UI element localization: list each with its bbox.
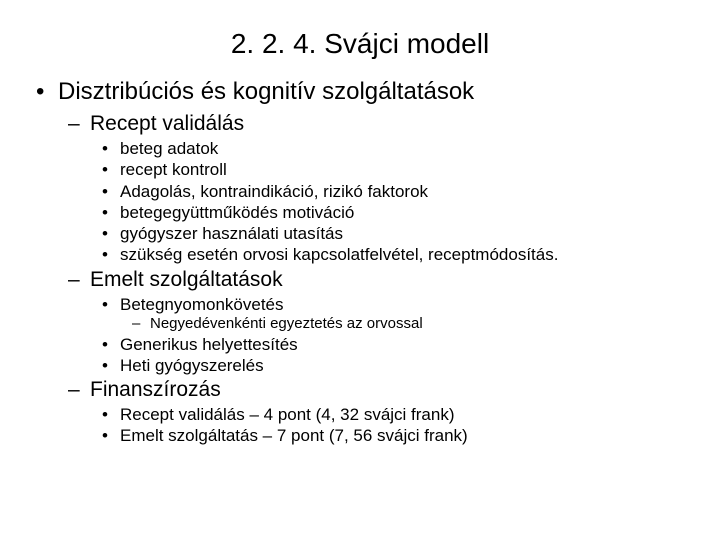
l3-item-label: Emelt szolgáltatás – 7 pont (7, 56 svájc… xyxy=(120,426,468,445)
l3-item-label: Adagolás, kontraindikáció, rizikó faktor… xyxy=(120,182,428,201)
l3-item: Adagolás, kontraindikáció, rizikó faktor… xyxy=(90,181,690,202)
l2-item-label: Recept validálás xyxy=(90,112,244,135)
l3-item-label: recept kontroll xyxy=(120,160,227,179)
l3-item-label: betegegyüttműködés motiváció xyxy=(120,203,354,222)
l3-item: beteg adatok xyxy=(90,138,690,159)
l3-item: Recept validálás – 4 pont (4, 32 svájci … xyxy=(90,404,690,425)
bullet-list-l2: Recept validálás beteg adatok recept kon… xyxy=(58,112,690,447)
l3-item: Betegnyomonkövetés Negyedévenkénti egyez… xyxy=(90,294,690,334)
l3-item-label: Recept validálás – 4 pont (4, 32 svájci … xyxy=(120,405,455,424)
bullet-list-l4: Negyedévenkénti egyeztetés az orvossal xyxy=(120,315,690,334)
bullet-list-l3: Recept validálás – 4 pont (4, 32 svájci … xyxy=(90,404,690,447)
l3-item-label: gyógyszer használati utasítás xyxy=(120,224,343,243)
l3-item: Heti gyógyszerelés xyxy=(90,355,690,376)
l4-item-label: Negyedévenkénti egyeztetés az orvossal xyxy=(150,315,423,332)
bullet-list-l3: Betegnyomonkövetés Negyedévenkénti egyez… xyxy=(90,294,690,377)
slide: 2. 2. 4. Svájci modell Disztribúciós és … xyxy=(0,0,720,540)
bullet-list-l3: beteg adatok recept kontroll Adagolás, k… xyxy=(90,138,690,266)
l2-item-recept-validalas: Recept validálás beteg adatok recept kon… xyxy=(58,112,690,266)
l1-item-label: Disztribúciós és kognitív szolgáltatások xyxy=(58,78,474,105)
l3-item: betegegyüttműködés motiváció xyxy=(90,202,690,223)
l1-item: Disztribúciós és kognitív szolgáltatások… xyxy=(30,78,690,447)
l3-item-label: Heti gyógyszerelés xyxy=(120,356,264,375)
l2-item-label: Finanszírozás xyxy=(90,378,221,401)
l2-item-finanszirozas: Finanszírozás Recept validálás – 4 pont … xyxy=(58,378,690,447)
l3-item: Generikus helyettesítés xyxy=(90,334,690,355)
slide-title: 2. 2. 4. Svájci modell xyxy=(30,28,690,60)
l4-item: Negyedévenkénti egyeztetés az orvossal xyxy=(120,315,690,334)
l3-item-label: Betegnyomonkövetés xyxy=(120,295,284,314)
l3-item-label: szükség esetén orvosi kapcsolatfelvétel,… xyxy=(120,245,558,264)
l3-item: gyógyszer használati utasítás xyxy=(90,223,690,244)
l3-item-label: Generikus helyettesítés xyxy=(120,335,298,354)
l3-item-label: beteg adatok xyxy=(120,139,218,158)
l3-item: szükség esetén orvosi kapcsolatfelvétel,… xyxy=(90,244,690,265)
l2-item-emelt-szolgaltatasok: Emelt szolgáltatások Betegnyomonkövetés … xyxy=(58,268,690,377)
l3-item: Emelt szolgáltatás – 7 pont (7, 56 svájc… xyxy=(90,425,690,446)
l3-item: recept kontroll xyxy=(90,159,690,180)
bullet-list-l1: Disztribúciós és kognitív szolgáltatások… xyxy=(30,78,690,447)
l2-item-label: Emelt szolgáltatások xyxy=(90,268,283,291)
